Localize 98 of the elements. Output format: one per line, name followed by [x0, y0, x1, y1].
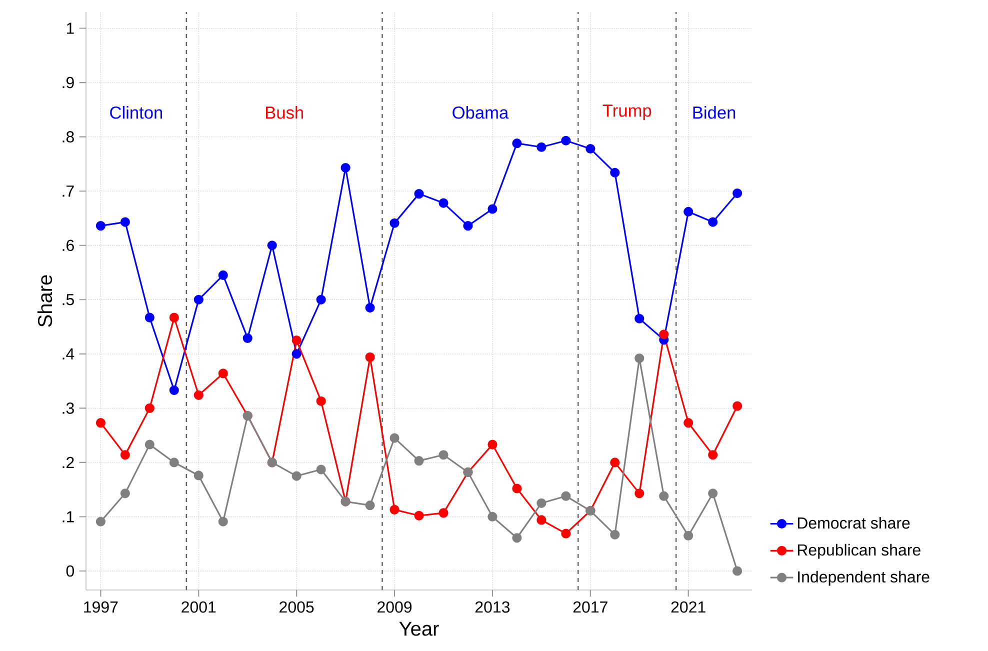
x-tick-label: 2009: [378, 601, 412, 613]
y-tick-label: .2: [62, 456, 74, 468]
point: [390, 218, 400, 228]
y-tick-label: .5: [62, 294, 74, 306]
point: [218, 270, 228, 280]
point: [586, 144, 596, 154]
point: [96, 516, 106, 526]
annotation: Clinton: [110, 106, 162, 119]
annotation: Trump: [602, 104, 652, 120]
y-tick-label: 0: [66, 565, 74, 577]
point: [634, 314, 644, 324]
point: [634, 353, 644, 364]
x-tick-label: 2001: [182, 601, 216, 613]
point: [316, 294, 326, 304]
point: [684, 206, 694, 217]
point: [512, 484, 522, 494]
point: [390, 433, 400, 443]
annotation: Obama: [452, 106, 509, 119]
point: [414, 456, 424, 466]
point: [218, 516, 228, 526]
x-axis-title: Year: [399, 622, 439, 636]
point: [488, 204, 498, 214]
point: [194, 294, 204, 304]
point: [292, 349, 302, 359]
point: [316, 396, 326, 406]
legend-label: Democrat share: [798, 516, 910, 529]
point: [512, 138, 522, 148]
y-axis-title: Share: [37, 275, 52, 327]
point: [659, 330, 669, 340]
point: [708, 217, 718, 227]
y-tick-label: 1: [66, 22, 74, 34]
point: [659, 491, 669, 501]
legend-label: Republican share: [798, 544, 920, 559]
point: [512, 533, 522, 543]
point: [120, 450, 130, 460]
point: [488, 512, 498, 522]
point: [390, 504, 400, 514]
point: [144, 403, 154, 413]
point: [96, 418, 106, 428]
point: [634, 488, 644, 498]
point: [365, 500, 375, 510]
x-tick-label: 2017: [573, 601, 608, 613]
point: [438, 508, 448, 518]
x-tick-label: 2021: [671, 601, 706, 613]
point: [144, 312, 154, 322]
point: [242, 333, 252, 343]
annotation: Biden: [693, 106, 736, 119]
point: [120, 217, 130, 227]
point: [732, 188, 742, 198]
point: [438, 450, 448, 460]
point: [144, 440, 154, 450]
point: [96, 221, 106, 231]
point: [414, 510, 424, 520]
point: [610, 458, 620, 468]
y-tick-label: .1: [62, 511, 74, 522]
point: [561, 491, 571, 501]
point: [292, 336, 302, 346]
point: [463, 221, 473, 231]
point: [438, 198, 448, 208]
point: [536, 142, 546, 152]
point: [169, 385, 179, 396]
point: [561, 528, 571, 538]
point: [684, 418, 694, 428]
y-tick-label: .4: [62, 348, 74, 360]
y-tick-label: .6: [62, 240, 74, 252]
point: [610, 530, 620, 540]
point: [414, 189, 424, 199]
point: [267, 240, 277, 250]
point: [732, 401, 742, 411]
point: [292, 471, 302, 481]
point: [365, 352, 375, 362]
point: [365, 302, 375, 313]
point: [732, 566, 742, 576]
point: [340, 162, 350, 173]
point: [708, 450, 718, 460]
point: [536, 515, 546, 525]
annotation: Bush: [266, 106, 303, 119]
point: [536, 498, 546, 508]
x-tick-label: 2013: [475, 601, 510, 613]
point: [194, 390, 204, 400]
x-tick-label: 2005: [280, 601, 314, 613]
point: [169, 458, 179, 468]
y-tick-label: .7: [62, 186, 74, 197]
point: [610, 168, 620, 178]
point: [194, 470, 204, 480]
y-tick-label: .9: [62, 76, 74, 88]
point: [218, 368, 228, 378]
legend-label: Independent share: [798, 570, 930, 586]
point: [488, 440, 498, 450]
point: [120, 488, 130, 498]
point: [169, 312, 179, 322]
x-tick-label: 1997: [84, 601, 118, 613]
point: [708, 488, 718, 498]
y-tick-label: .8: [62, 131, 74, 142]
point: [684, 530, 694, 541]
y-tick-label: .3: [62, 402, 74, 414]
point: [316, 464, 326, 474]
point: [561, 136, 571, 146]
